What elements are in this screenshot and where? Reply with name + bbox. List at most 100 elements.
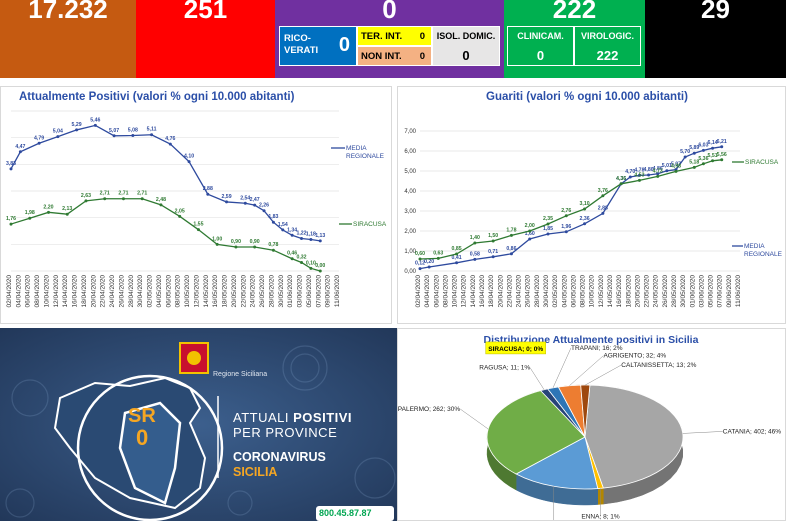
x-tick-label: 12/04/2020 [53,275,60,308]
data-label: 0,41 [452,255,462,261]
x-tick-label: 30/04/2020 [137,275,144,308]
x-tick-label: 26/05/2020 [259,275,266,308]
data-point [601,194,605,198]
data-point [206,192,210,196]
data-point [234,245,238,249]
guariti-value: 222 [552,0,597,24]
pie-label: ENNA; 8; 1% [581,513,620,520]
data-point [418,267,422,271]
data-label: 1,40 [470,235,480,241]
pie-leader-line [569,355,604,386]
data-label: 2,88 [203,186,213,192]
pie-label: CALTANISSETTA; 13; 2% [621,362,696,369]
x-tick-label: 20/04/2020 [497,275,504,308]
data-point [720,158,724,162]
isol-domic-value: 0 [462,48,470,63]
data-label: 4,86 [653,166,663,172]
x-tick-label: 24/05/2020 [250,275,257,308]
data-point [28,216,32,220]
data-label: 2,26 [259,203,269,209]
deceduti-box: 251 [136,0,275,78]
siracusa-province-shape[interactable] [118,401,182,505]
data-point [601,211,605,215]
x-tick-label: 02/05/2020 [552,275,559,308]
x-tick-label: 11/06/2020 [735,275,742,307]
x-tick-label: 20/05/2020 [634,275,641,308]
data-point [93,123,97,127]
x-tick-label: 18/05/2020 [625,275,632,308]
data-point [37,141,41,145]
series-line-media-regionale [10,124,321,242]
data-label: 0,00 [315,263,325,269]
x-tick-label: 05/06/2020 [708,275,715,308]
data-point [546,232,550,236]
x-tick-label: 16/04/2020 [72,275,79,308]
sicilia-line: SICILIA [233,465,278,479]
x-tick-label: 16/05/2020 [212,275,219,308]
data-label: 4,78 [634,167,644,173]
x-tick-label: 05/06/2020 [306,275,313,308]
data-label: 5,46 [90,117,100,123]
data-label: 0,85 [452,246,462,252]
data-label: 0,71 [488,249,498,255]
data-point [253,203,257,207]
data-label: 1,13 [315,233,325,239]
data-point [46,210,50,214]
data-point [509,252,513,256]
siracusa-label-bg [485,341,546,355]
attuali-word: ATTUALI [233,410,289,425]
data-label: 0,58 [470,251,480,257]
data-point [509,233,513,237]
x-tick-label: 30/05/2020 [278,275,285,308]
data-label: 2,76 [561,208,571,214]
x-tick-label: 08/04/2020 [442,275,449,308]
pie-label: SIRACUSA; 0; 0% [488,346,543,353]
data-label: 5,89 [689,145,699,151]
data-label: 2,05 [175,208,185,214]
data-point [491,239,495,243]
data-point [656,174,660,178]
data-label: 4,10 [184,154,194,160]
data-label: 2,71 [100,191,110,197]
extra-value: 29 [701,0,730,24]
data-label: 0,86 [506,246,516,252]
data-point [262,209,266,213]
y-tick-label: 7,00 [404,129,416,135]
data-point [309,238,313,242]
x-tick-label: 20/05/2020 [231,275,238,308]
pie-slice-caltanissetta [580,384,591,438]
highlight-circle [76,374,224,521]
data-label: 0,12 [415,261,425,267]
isol-domic-box: ISOL. DOMIC. 0 [432,26,500,66]
ter-int-value: 0 [419,31,425,42]
x-tick-label: 07/06/2020 [717,275,724,308]
chart1-legend-green: SIRACUSA [353,221,387,228]
data-point [271,248,275,252]
data-point [701,148,705,152]
data-label: 2,20 [43,204,53,210]
brand-label: Regione Siciliana [213,371,268,378]
pie-leader-line [552,347,572,388]
data-label: 1,98 [25,210,35,216]
x-tick-label: 30/04/2020 [543,275,550,308]
data-point [187,160,191,164]
clinicam-label: CLINICAM. [517,31,564,41]
x-tick-label: 03/06/2020 [698,275,705,308]
data-label: 2,71 [137,191,147,197]
x-tick-label: 26/05/2020 [662,275,669,308]
x-tick-label: 04/04/2020 [424,275,431,308]
data-label: 5,18 [689,159,699,165]
data-point [473,241,477,245]
phone-badge[interactable]: 800.45.87.87 [316,506,394,521]
data-point [56,135,60,139]
x-tick-label: 22/05/2020 [240,275,247,308]
x-tick-label: 16/04/2020 [479,275,486,308]
data-point [18,150,22,154]
data-label: 6,21 [717,139,727,145]
pie-leader-line [682,431,723,434]
x-tick-label: 18/05/2020 [222,275,229,308]
chart2-title: Guariti (valori % ogni 10.000 abitanti) [486,91,688,103]
pie-leader-line [460,408,489,430]
province-label: SR [128,405,156,427]
non-int-box: NON INT. 0 [357,46,432,66]
